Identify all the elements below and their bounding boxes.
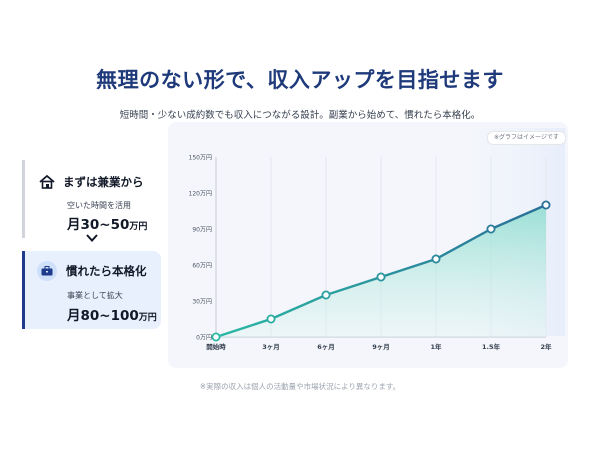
y-tick-label: 60万円 — [192, 263, 212, 270]
amount-unit: 万円 — [129, 222, 148, 232]
x-tick-label: 1年 — [430, 342, 442, 351]
data-point — [541, 200, 551, 210]
x-tick-label: 9ヶ月 — [372, 343, 390, 351]
step-title: まずは兼業から — [63, 175, 144, 189]
x-tick-label: 開始時 — [206, 342, 226, 351]
data-point — [321, 290, 331, 300]
briefcase-icon-badge — [37, 261, 57, 281]
data-point — [486, 224, 496, 234]
step-card-full-time: 慣れたら本格化 事業として拡大 月80~100万円 — [22, 251, 161, 329]
x-tick-label: 2年 — [540, 342, 552, 351]
page-subtitle: 短時間・少ない成約数でも収入につながる設計。副業から始めて、慣れたら本格化。 — [119, 110, 481, 121]
x-tick-label: 6ヶ月 — [317, 343, 335, 351]
data-point — [266, 314, 276, 324]
chevron-down-icon — [86, 234, 98, 242]
step-description: 空いた時間を活用 — [67, 201, 131, 210]
data-point — [431, 254, 441, 264]
footnote: ※実際の収入は個人の活動量や市場状況により異なります。 — [199, 382, 401, 391]
briefcase-icon — [41, 266, 53, 276]
amount-value: 月80~100 — [67, 308, 139, 324]
data-point — [376, 272, 386, 282]
series-area — [216, 205, 546, 337]
y-tick-label: 150万円 — [189, 155, 212, 162]
amount-value: 月30~50 — [67, 217, 130, 233]
step-card-side-job: まずは兼業から 空いた時間を活用 月30~50万円 — [22, 160, 157, 238]
y-tick-label: 0万円 — [196, 335, 212, 342]
y-tick-label: 30万円 — [192, 299, 212, 306]
house-icon — [39, 175, 55, 189]
step-amount: 月30~50万円 — [67, 213, 147, 233]
step-card-header: まずは兼業から — [39, 174, 144, 190]
x-tick-label: 3ヶ月 — [262, 343, 280, 351]
y-tick-label: 90万円 — [192, 227, 212, 234]
data-point — [211, 332, 221, 342]
step-title: 慣れたら本格化 — [66, 264, 147, 278]
x-tick-label: 1.5年 — [482, 342, 501, 351]
step-description: 事業として拡大 — [67, 291, 123, 300]
chart-disclaimer-badge: ※グラフはイメージです — [487, 131, 566, 145]
step-amount: 月80~100万円 — [67, 304, 157, 324]
step-card-header: 慣れたら本格化 — [37, 261, 147, 281]
y-tick-label: 120万円 — [189, 191, 212, 198]
page-headline: 無理のない形で、収入アップを目指せます — [96, 68, 504, 92]
amount-unit: 万円 — [138, 313, 157, 323]
